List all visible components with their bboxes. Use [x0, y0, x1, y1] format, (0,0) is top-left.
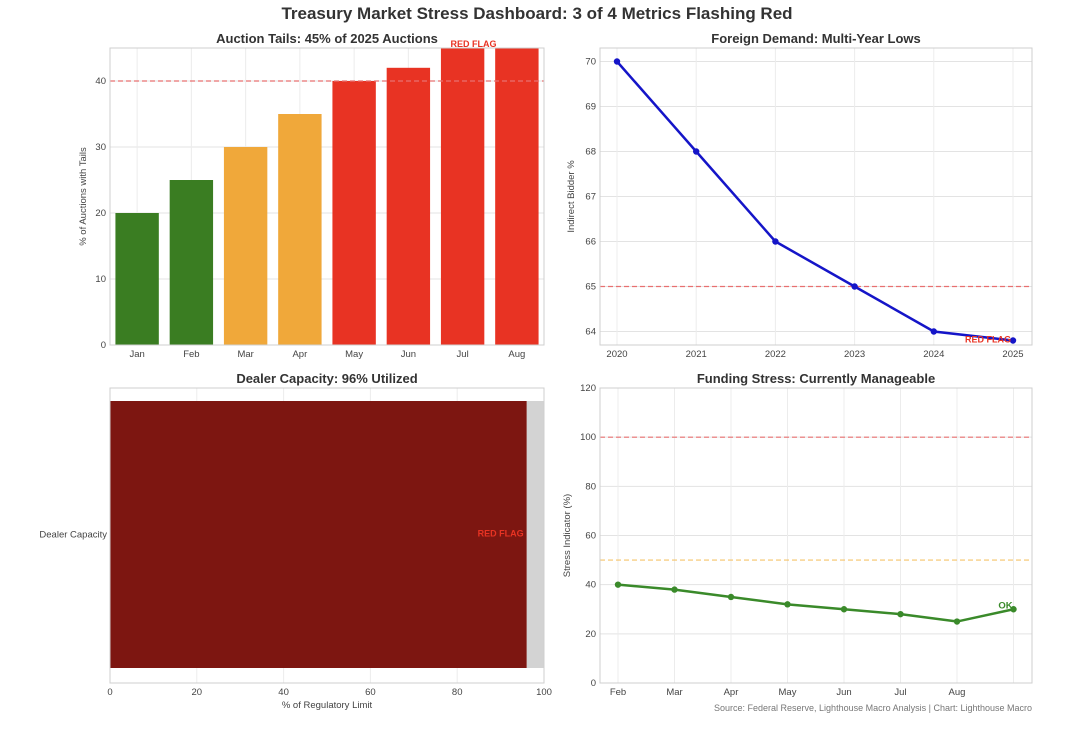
y-axis-label: Indirect Bidder %: [566, 160, 577, 233]
y-tick-label: 40: [585, 580, 596, 591]
panel-title: Dealer Capacity: 96% Utilized: [236, 371, 417, 386]
x-axis-label: % of Regulatory Limit: [282, 700, 373, 711]
capacity-used-bar: [110, 401, 527, 668]
y-tick-label: 40: [95, 76, 106, 87]
y-tick-label: 10: [95, 274, 106, 285]
y-tick-label: 65: [585, 282, 596, 293]
y-tick-label: 66: [585, 237, 596, 248]
x-tick-label: 60: [365, 687, 376, 698]
x-tick-label: 2020: [606, 349, 627, 360]
x-tick-label: Aug: [949, 687, 966, 698]
x-tick-label: 2022: [765, 349, 786, 360]
bar: [169, 180, 214, 345]
y-tick-label: 30: [95, 142, 106, 153]
x-tick-label: 100: [536, 687, 552, 698]
y-tick-label: 20: [585, 629, 596, 640]
data-point: [953, 618, 961, 625]
bar: [223, 147, 268, 345]
x-tick-label: Jun: [836, 687, 851, 698]
x-tick-label: Apr: [724, 687, 739, 698]
y-tick-label: 69: [585, 102, 596, 113]
data-point: [671, 586, 678, 593]
x-tick-label: 40: [278, 687, 289, 698]
x-tick-label: 0: [107, 687, 112, 698]
bar: [278, 114, 322, 345]
red-flag-annotation: RED FLAG: [478, 529, 524, 539]
x-tick-label: May: [345, 349, 363, 360]
x-tick-label: 2023: [844, 349, 865, 360]
x-tick-label: 20: [192, 687, 203, 698]
x-tick-label: Mar: [666, 687, 682, 698]
y-tick-label: 60: [585, 531, 596, 542]
remaining-capacity-bar: [526, 401, 544, 668]
data-point: [1010, 606, 1017, 613]
red-flag-annotation: RED FLAG: [450, 39, 496, 49]
x-tick-label: 80: [452, 687, 463, 698]
y-tick-label: 100: [580, 432, 596, 443]
bar: [386, 67, 431, 346]
plot-frame: [599, 47, 1033, 346]
y-tick-label: 20: [95, 208, 106, 219]
data-point: [897, 610, 904, 618]
x-tick-label: 2021: [686, 349, 707, 360]
y-tick-label: Dealer Capacity: [39, 530, 107, 541]
data-point: [772, 238, 779, 245]
y-tick-label: 120: [580, 383, 596, 394]
bar: [332, 81, 376, 345]
x-tick-label: May: [779, 687, 797, 698]
x-tick-label: Jul: [457, 349, 469, 360]
x-tick-label: Feb: [183, 349, 199, 360]
y-tick-label: 70: [585, 57, 596, 68]
x-tick-label: Apr: [292, 349, 307, 360]
y-tick-label: 68: [585, 147, 596, 158]
x-tick-label: Feb: [610, 687, 626, 698]
bar: [495, 48, 539, 345]
data-point: [614, 581, 622, 588]
data-point: [930, 328, 937, 335]
source-note: Source: Federal Reserve, Lighthouse Macr…: [714, 703, 1032, 713]
bar: [440, 48, 485, 345]
data-point: [840, 606, 848, 613]
ok-annotation: OK: [998, 600, 1012, 611]
panel-title: Auction Tails: 45% of 2025 Auctions: [216, 31, 438, 46]
red-flag-annotation: RED FLAG: [965, 335, 1011, 345]
x-tick-label: 2024: [923, 349, 944, 360]
data-point: [784, 601, 791, 608]
bar: [115, 213, 159, 345]
x-tick-label: Mar: [237, 349, 253, 360]
y-tick-label: 67: [585, 192, 596, 203]
panel-title: Foreign Demand: Multi-Year Lows: [711, 31, 920, 46]
x-tick-label: Jul: [894, 687, 906, 698]
dashboard-title: Treasury Market Stress Dashboard: 3 of 4…: [281, 4, 793, 23]
y-axis-label: Stress Indicator (%): [562, 494, 573, 577]
y-tick-label: 0: [101, 340, 106, 351]
x-tick-label: Jun: [401, 349, 416, 360]
data-point: [1009, 337, 1017, 344]
plot-frame: [599, 387, 1033, 684]
indirect-bidder-line: [616, 60, 1014, 342]
plot-frame: [109, 387, 545, 684]
y-axis-label: % of Auctions with Tails: [78, 147, 89, 246]
y-tick-label: 0: [591, 678, 596, 689]
x-tick-label: Aug: [508, 349, 525, 360]
data-point: [613, 58, 621, 65]
y-tick-label: 80: [585, 481, 596, 492]
x-tick-label: 2025: [1002, 349, 1023, 360]
panel-title: Funding Stress: Currently Manageable: [697, 371, 935, 386]
x-tick-label: Jan: [129, 349, 144, 360]
data-point: [727, 593, 735, 601]
stress-indicator-line: [617, 583, 1014, 623]
y-tick-label: 64: [585, 327, 596, 338]
plot-frame: [109, 47, 545, 346]
data-point: [693, 148, 700, 155]
data-point: [851, 283, 858, 290]
